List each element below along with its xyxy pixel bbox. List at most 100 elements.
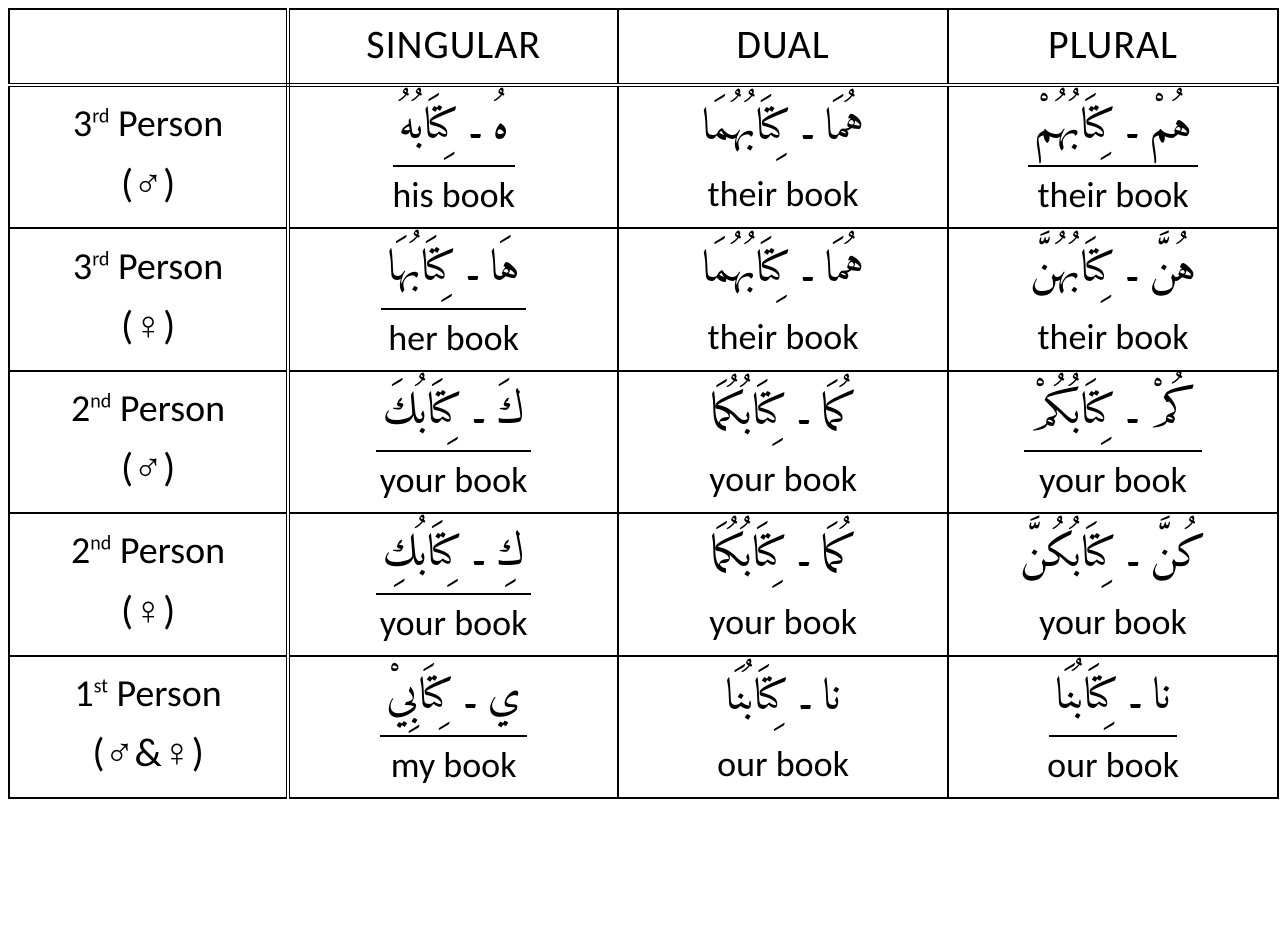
table-row: 2nd Person(♀)كِ ـ كِتَابُكِyour bookكُمَ…: [9, 513, 1278, 655]
table-cell: كُمَا ـ كِتَابُكُمَا your book: [618, 513, 948, 655]
english-gloss: his book: [392, 173, 515, 217]
table-row: 1st Person (♂&♀) ي ـ كِتَابِيْ my book نا ـ …: [9, 656, 1278, 798]
english-gloss: your book: [380, 601, 528, 645]
person-number: 3: [73, 244, 92, 290]
english-gloss: her book: [388, 316, 519, 360]
table-cell: كَ ـ كِتَابُكَ your book: [288, 371, 618, 513]
english-gloss: our book: [717, 742, 849, 786]
person-word: Person: [118, 101, 223, 147]
ordinal-suffix: rd: [92, 247, 109, 271]
english-gloss: my book: [391, 743, 517, 787]
arabic-text: كَ ـ كِتَابُكَ: [376, 378, 530, 452]
person-label: 3rd Person: [14, 100, 282, 149]
person-label: 1st Person: [14, 670, 282, 719]
row-header: 2nd Person(♂): [9, 371, 288, 513]
col-header-plural: PLURAL: [948, 9, 1278, 85]
table-cell: كُمَا ـ كِتَابُكُمَا your book: [618, 371, 948, 513]
person-number: 1: [74, 671, 93, 717]
ordinal-suffix: rd: [92, 105, 109, 129]
cell-inner: هُ ـ كِتَابُهُ his book: [294, 93, 613, 217]
arabic-text: كُمْ ـ كِتَابُكُمْ: [1024, 378, 1202, 452]
english-gloss: our book: [1047, 743, 1179, 787]
cell-inner: كُمْ ـ كِتَابُكُمْ your book: [953, 378, 1273, 502]
table-cell: هَا ـ كِتَابُهَا her book: [288, 228, 618, 370]
arabic-text: كُمَا ـ كِتَابُكُمَا: [704, 521, 862, 593]
arabic-text: كُمَا ـ كِتَابُكُمَا: [704, 379, 862, 451]
cell-inner: كُنَّ ـ كِتَابُكُنَّ your book: [953, 521, 1273, 643]
pronoun-table: SINGULAR DUAL PLURAL 3rd Person(♂)هُ ـ ك…: [8, 8, 1279, 799]
row-header: 2nd Person(♀): [9, 513, 288, 655]
person-label: 2nd Person: [14, 385, 282, 434]
cell-inner: هُمَا ـ كِتَابُهُمَا their book: [623, 94, 943, 216]
table-row: 3rd Person (♂) هُ ـ كِتَابُهُ his book هُمَا…: [9, 85, 1278, 228]
english-gloss: your book: [380, 458, 528, 502]
col-header-dual: DUAL: [618, 9, 948, 85]
person-word: Person: [120, 386, 225, 432]
table-cell: هُ ـ كِتَابُهُ his book: [288, 85, 618, 228]
english-gloss: their book: [708, 315, 859, 359]
col-header-singular: SINGULAR: [288, 9, 618, 85]
arabic-text: كِ ـ كِتَابُكِ: [376, 520, 530, 594]
arabic-text: هُمَا ـ كِتَابُهُمَا: [696, 94, 870, 166]
table-row: 2nd Person(♂)كَ ـ كِتَابُكَyour bookكُمَ…: [9, 371, 1278, 513]
english-gloss: your book: [1039, 458, 1187, 502]
table-cell: كِ ـ كِتَابُكِ your book: [288, 513, 618, 655]
arabic-text: هُنَّ ـ كِتَابُهُنَّ: [1024, 236, 1202, 308]
table-cell: نا ـ كِتَابُنَا our book: [618, 656, 948, 798]
arabic-text: نا ـ كِتَابُنَا: [719, 664, 847, 736]
cell-inner: نا ـ كِتَابُنَا our book: [953, 663, 1273, 787]
arabic-text: هُمَا ـ كِتَابُهُمَا: [696, 236, 870, 308]
arabic-text: هُ ـ كِتَابُهُ: [393, 93, 515, 167]
cell-inner: كَ ـ كِتَابُكَ your book: [294, 378, 613, 502]
gender-symbol: (♂&♀): [92, 727, 204, 779]
person-word: Person: [120, 528, 225, 574]
gender-symbol: (♂): [121, 158, 175, 210]
cell-inner: كُمَا ـ كِتَابُكُمَا your book: [623, 521, 943, 643]
ordinal-suffix: nd: [90, 389, 111, 413]
arabic-text: هُمْ ـ كِتَابُهُمْ: [1028, 93, 1198, 167]
english-gloss: your book: [1039, 600, 1187, 644]
arabic-text: هَا ـ كِتَابُهَا: [381, 235, 525, 309]
header-row: SINGULAR DUAL PLURAL: [9, 9, 1278, 85]
table-cell: ي ـ كِتَابِيْ my book: [288, 656, 618, 798]
cell-inner: ي ـ كِتَابِيْ my book: [294, 663, 613, 787]
cell-inner: نا ـ كِتَابُنَا our book: [623, 664, 943, 786]
table-cell: هُمَا ـ كِتَابُهُمَا their book: [618, 228, 948, 370]
arabic-text: نا ـ كِتَابُنَا: [1049, 663, 1177, 737]
ordinal-suffix: st: [94, 674, 108, 698]
cell-inner: هُنَّ ـ كِتَابُهُنَّ their book: [953, 236, 1273, 358]
table-cell: كُمْ ـ كِتَابُكُمْ your book: [948, 371, 1278, 513]
gender-symbol: (♀): [121, 300, 175, 352]
person-word: Person: [118, 244, 223, 290]
cell-inner: هَا ـ كِتَابُهَا her book: [294, 235, 613, 359]
row-header: 3rd Person (♂): [9, 85, 288, 228]
row-header: 1st Person (♂&♀): [9, 656, 288, 798]
person-word: Person: [117, 671, 222, 717]
person-label: 3rd Person: [14, 243, 282, 292]
english-gloss: their book: [1037, 315, 1188, 359]
header-blank: [9, 9, 288, 85]
table-cell: نا ـ كِتَابُنَا our book: [948, 656, 1278, 798]
table-row: 3rd Person (♀) هَا ـ كِتَابُهَا her book هُم…: [9, 228, 1278, 370]
person-number: 3: [73, 101, 92, 147]
english-gloss: your book: [709, 457, 857, 501]
person-number: 2: [71, 528, 90, 574]
cell-inner: كِ ـ كِتَابُكِ your book: [294, 520, 613, 644]
row-header: 3rd Person (♀): [9, 228, 288, 370]
english-gloss: your book: [709, 600, 857, 644]
arabic-text: ي ـ كِتَابِيْ: [380, 663, 527, 737]
person-number: 2: [71, 386, 90, 432]
english-gloss: their book: [1037, 173, 1188, 217]
cell-inner: هُمَا ـ كِتَابُهُمَا their book: [623, 236, 943, 358]
person-label: 2nd Person: [14, 527, 282, 576]
table-cell: كُنَّ ـ كِتَابُكُنَّ your book: [948, 513, 1278, 655]
english-gloss: their book: [708, 172, 859, 216]
arabic-text: كُنَّ ـ كِتَابُكُنَّ: [1014, 521, 1212, 593]
cell-inner: هُمْ ـ كِتَابُهُمْ their book: [953, 93, 1273, 217]
table-body: 3rd Person(♂)هُ ـ كِتَابُهُhis bookهُمَا…: [9, 85, 1278, 798]
ordinal-suffix: nd: [90, 532, 111, 556]
table-cell: هُمْ ـ كِتَابُهُمْ their book: [948, 85, 1278, 228]
table-cell: هُمَا ـ كِتَابُهُمَا their book: [618, 85, 948, 228]
cell-inner: كُمَا ـ كِتَابُكُمَا your book: [623, 379, 943, 501]
table-cell: هُنَّ ـ كِتَابُهُنَّ their book: [948, 228, 1278, 370]
